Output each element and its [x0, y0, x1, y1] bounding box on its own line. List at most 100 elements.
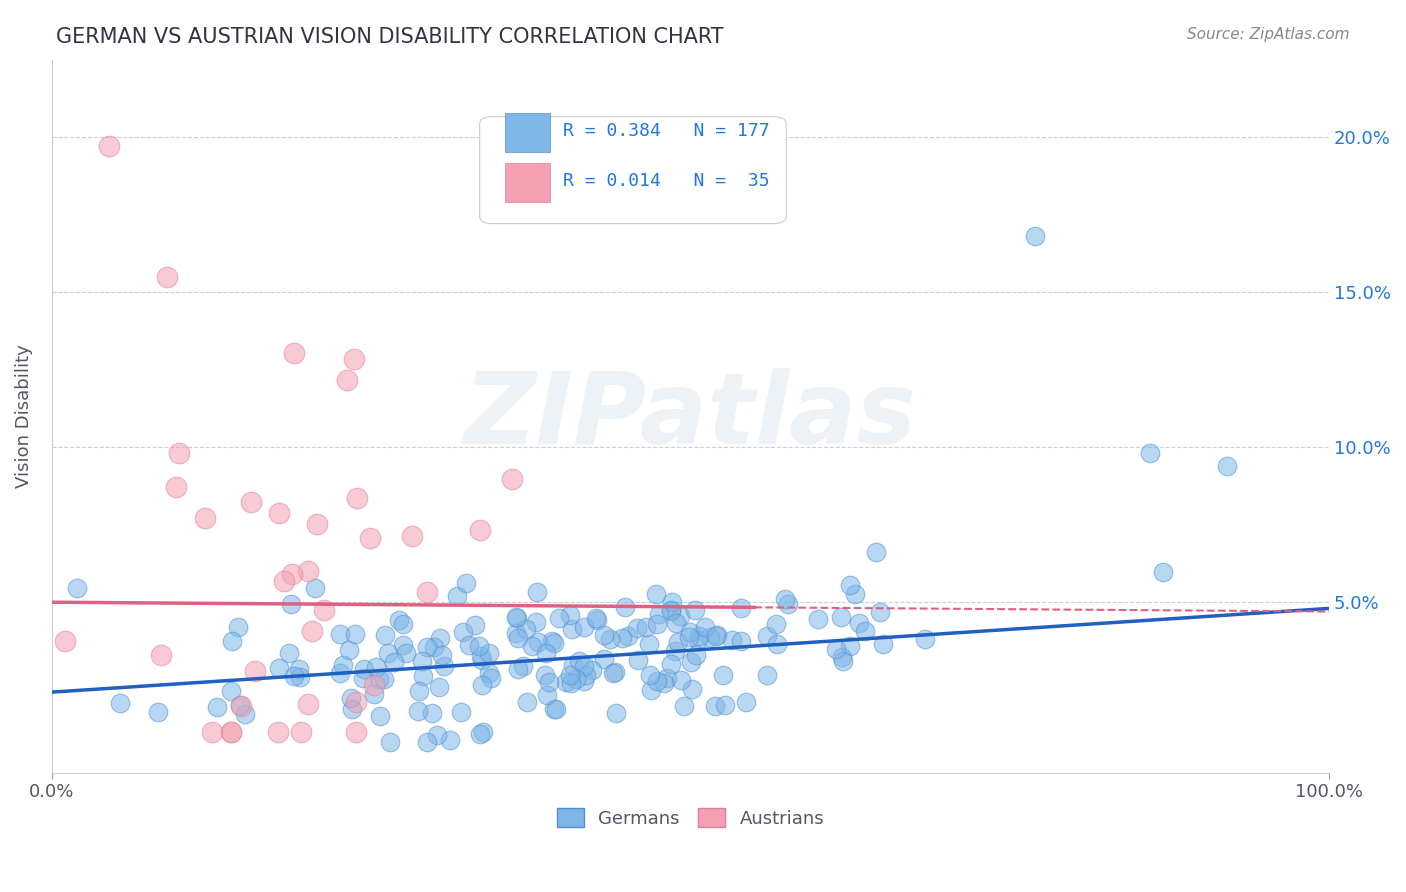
Point [366, 660, 388, 674]
Point [914, 632, 936, 646]
Point [683, 603, 706, 617]
Point [711, 667, 734, 681]
Point [471, 653, 494, 667]
Point [340, 702, 363, 716]
Point [673, 698, 696, 713]
Point [536, 688, 558, 702]
Point [411, 655, 433, 669]
Point [301, 624, 323, 638]
Point [516, 695, 538, 709]
Bar [505, 163, 550, 202]
Point [427, 681, 450, 695]
Point [501, 472, 523, 486]
Point [439, 733, 461, 747]
Point [512, 658, 534, 673]
Point [839, 639, 862, 653]
Point [344, 695, 367, 709]
Bar [505, 113, 550, 153]
Point [340, 691, 363, 706]
Point [825, 642, 848, 657]
Point [297, 697, 319, 711]
Point [280, 597, 302, 611]
Point [659, 603, 682, 617]
Point [156, 269, 179, 284]
Point [470, 649, 492, 664]
Point [429, 631, 451, 645]
Point [329, 665, 352, 680]
Point [602, 666, 624, 681]
Point [581, 663, 603, 677]
Point [451, 624, 474, 639]
Point [848, 616, 870, 631]
Point [267, 725, 290, 739]
Point [267, 661, 290, 675]
Point [343, 626, 366, 640]
Point [506, 610, 529, 624]
Point [194, 511, 217, 525]
Point [359, 531, 381, 545]
Point [574, 620, 596, 634]
Point [368, 672, 391, 686]
Point [344, 725, 367, 739]
Point [546, 702, 568, 716]
Point [543, 636, 565, 650]
Point [314, 603, 336, 617]
Point [297, 564, 319, 578]
Point [471, 678, 494, 692]
Point [665, 616, 688, 631]
Point [395, 647, 418, 661]
Point [515, 622, 537, 636]
Point [647, 616, 669, 631]
Point [538, 674, 561, 689]
Point [165, 480, 187, 494]
Point [558, 668, 581, 682]
Point [561, 658, 583, 673]
Point [267, 506, 290, 520]
Point [243, 664, 266, 678]
Point [638, 668, 661, 682]
Point [363, 687, 385, 701]
Point [433, 659, 456, 673]
Point [408, 684, 430, 698]
Point [659, 604, 682, 618]
Point [735, 695, 758, 709]
Point [558, 608, 581, 623]
Point [201, 725, 224, 739]
Point [377, 647, 399, 661]
Point [464, 617, 486, 632]
Point [681, 655, 703, 669]
Point [420, 706, 443, 720]
Point [704, 629, 727, 643]
Point [479, 671, 502, 685]
Point [288, 662, 311, 676]
Point [1024, 229, 1046, 244]
Point [343, 352, 366, 367]
Y-axis label: Vision Disability: Vision Disability [15, 344, 32, 488]
Point [221, 634, 243, 648]
Point [714, 698, 737, 713]
Point [219, 725, 242, 739]
Point [593, 651, 616, 665]
Point [446, 589, 468, 603]
Point [329, 627, 352, 641]
Point [305, 517, 328, 532]
Point [634, 620, 657, 634]
Point [706, 628, 728, 642]
Point [454, 576, 477, 591]
Point [1152, 565, 1174, 579]
Point [688, 629, 710, 643]
Point [98, 139, 121, 153]
Point [547, 611, 569, 625]
Point [471, 725, 494, 739]
Point [66, 582, 89, 596]
Point [704, 698, 727, 713]
Point [467, 639, 489, 653]
Point [524, 615, 547, 630]
Point [450, 705, 472, 719]
Point [146, 705, 169, 719]
Point [382, 656, 405, 670]
Point [229, 698, 252, 712]
Point [281, 567, 304, 582]
Point [520, 639, 543, 653]
FancyBboxPatch shape [479, 117, 786, 224]
